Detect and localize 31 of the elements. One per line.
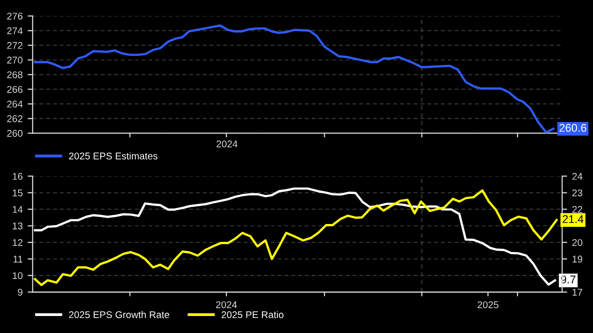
data-label: 21.4 xyxy=(562,215,584,223)
y2-tick-label: 20 xyxy=(572,239,582,246)
y-tick-label: 15 xyxy=(12,190,22,196)
y-tick-label: 276 xyxy=(7,12,22,20)
line-series xyxy=(34,24,554,134)
y2-tick-label: 19 xyxy=(572,256,582,263)
y-tick-label: 260 xyxy=(7,130,23,137)
y-tick-label: 266 xyxy=(7,86,22,93)
legend-label: 2025 EPS Growth Rate xyxy=(69,310,170,318)
y-tick-label: 262 xyxy=(7,115,22,122)
y-tick-label: 10 xyxy=(12,272,23,280)
y-tick-label: 9 xyxy=(18,288,22,296)
y2-tick-label: 23 xyxy=(572,189,582,196)
y2-tick-label: 24 xyxy=(572,172,582,180)
y-tick-label: 14 xyxy=(12,206,23,213)
y2-tick-label: 22 xyxy=(572,206,582,213)
data-label: 260.6 xyxy=(560,124,586,132)
y-tick-label: 274 xyxy=(7,27,23,34)
y-tick-label: 11 xyxy=(14,256,22,262)
y-tick-label: 13 xyxy=(12,222,22,230)
y-tick-label: 272 xyxy=(7,42,22,49)
y2-tick-label: 17 xyxy=(572,288,582,296)
y-tick-label: 264 xyxy=(7,100,23,108)
y-tick-label: 12 xyxy=(12,239,22,246)
y-tick-label: 16 xyxy=(12,172,22,180)
text: 2024 xyxy=(216,140,238,148)
legend-label: 2025 PE Ratio xyxy=(222,310,284,318)
y-tick-label: 270 xyxy=(7,56,23,64)
y-tick-label: 268 xyxy=(7,71,22,78)
x-tick-label: 2025 xyxy=(478,301,498,308)
legend-label: 2025 EPS Estimates xyxy=(69,152,158,160)
